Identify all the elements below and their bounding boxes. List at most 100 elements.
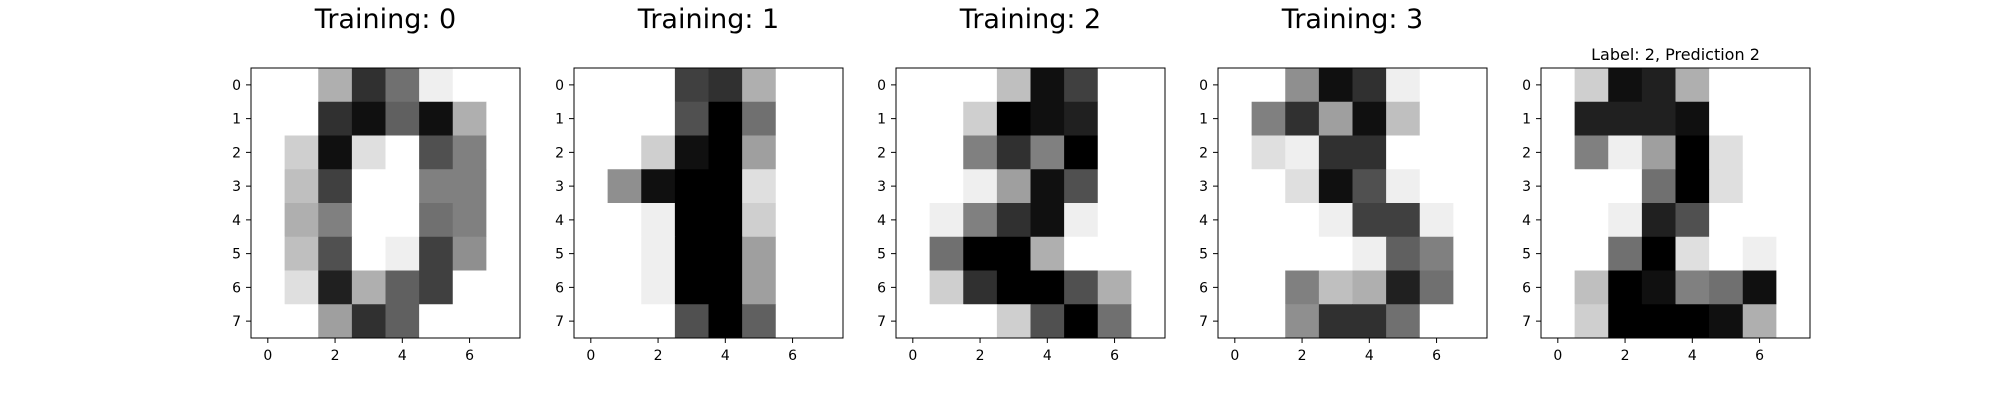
pixel-cell [607,270,642,305]
pixel-cell [708,68,743,103]
pixel-cell [641,304,676,339]
pixel-cell [1675,203,1710,238]
pixel-cell [1386,169,1421,204]
x-tick-label: 6 [1432,348,1441,364]
pixel-cell [1131,135,1166,170]
pixel-cell [1709,68,1744,103]
pixel-cell [929,169,964,204]
pixel-cell [284,101,319,136]
pixel-cell [486,270,521,305]
pixel-cell [1675,270,1710,305]
pixel-cell [1419,304,1454,339]
pixel-cell [1541,203,1576,238]
y-tick-label: 4 [1199,213,1208,229]
pixel-cell [1352,270,1387,305]
pixel-cell [1097,236,1132,271]
pixel-cell [775,304,810,339]
pixel-cell [929,236,964,271]
y-tick-label: 4 [555,213,564,229]
pixel-cell [385,236,420,271]
pixel-cell [1218,236,1253,271]
pixel-cell [1064,68,1099,103]
pixel-cell [452,304,487,339]
pixel-cell [1386,203,1421,238]
pixel-cell [385,68,420,103]
pixel-cell [1641,169,1676,204]
pixel-cell [1709,169,1744,204]
pixel-cell [1541,304,1576,339]
pixel-cell [963,270,998,305]
pixel-cell [1030,169,1065,204]
pixel-cell [1131,68,1166,103]
pixel-cell [1352,135,1387,170]
pixel-cell [1574,236,1609,271]
pixel-cell [1064,169,1099,204]
pixel-cell [251,236,286,271]
y-tick-label: 6 [1522,280,1531,296]
pixel-cell [708,304,743,339]
pixel-cell [284,68,319,103]
y-tick-label: 0 [1199,78,1208,94]
pixel-cell [1318,169,1353,204]
axes-frame [250,67,521,339]
pixel-cell [251,101,286,136]
pixel-cell [318,236,353,271]
pixel-cell [452,203,487,238]
pixel-cell [1419,68,1454,103]
y-tick-label: 1 [1522,112,1531,128]
y-tick-label: 7 [1199,314,1208,330]
pixel-cell [1030,236,1065,271]
pixel-cell [1641,135,1676,170]
y-tick-label: 5 [232,247,241,263]
pixel-cell [929,135,964,170]
pixel-cell [1608,304,1643,339]
pixel-cell [385,270,420,305]
x-tick-label: 0 [263,348,272,364]
pixel-cell [1675,101,1710,136]
pixel-cell [574,135,609,170]
pixel-cell [1251,68,1286,103]
pixel-cell [452,236,487,271]
digit-panel-3: Training: 3 0 2 4 6 0 1 2 3 4 5 6 7 [1199,4,1488,364]
pixel-cell [1709,236,1744,271]
pixel-cell [1742,203,1777,238]
pixel-cell [1776,270,1811,305]
panel-title: Label: 2, Prediction 2 [1591,45,1760,64]
pixel-cell [385,203,420,238]
pixel-cell [251,270,286,305]
x-tick-label: 0 [586,348,595,364]
pixel-cell [996,101,1031,136]
pixel-cell [929,304,964,339]
pixel-cell [1641,68,1676,103]
y-tick-label: 1 [877,112,886,128]
panel-title: Training: 3 [1281,4,1423,35]
pixel-cell [607,236,642,271]
pixel-cell [1318,101,1353,136]
pixel-cell [963,101,998,136]
x-tick-label: 4 [1688,348,1697,364]
pixel-cell [1064,270,1099,305]
pixel-cell [775,203,810,238]
pixel-cell [1030,68,1065,103]
pixel-cell [1251,304,1286,339]
pixel-cell [1285,169,1320,204]
pixel-cell [251,68,286,103]
pixel-cell [1218,68,1253,103]
pixel-cell [1776,68,1811,103]
y-tick-label: 0 [1522,78,1531,94]
pixel-cell [1742,236,1777,271]
pixel-cell [775,236,810,271]
pixel-cell [996,135,1031,170]
pixel-cell [809,304,844,339]
pixel-cell [1218,135,1253,170]
pixel-cell [1608,68,1643,103]
pixel-cell [963,236,998,271]
pixel-cell [641,236,676,271]
pixel-cell [1453,236,1488,271]
pixel-cell [775,169,810,204]
axes-frame [573,67,844,339]
pixel-cell [1641,270,1676,305]
pixel-cell [607,169,642,204]
pixel-cell [742,101,777,136]
